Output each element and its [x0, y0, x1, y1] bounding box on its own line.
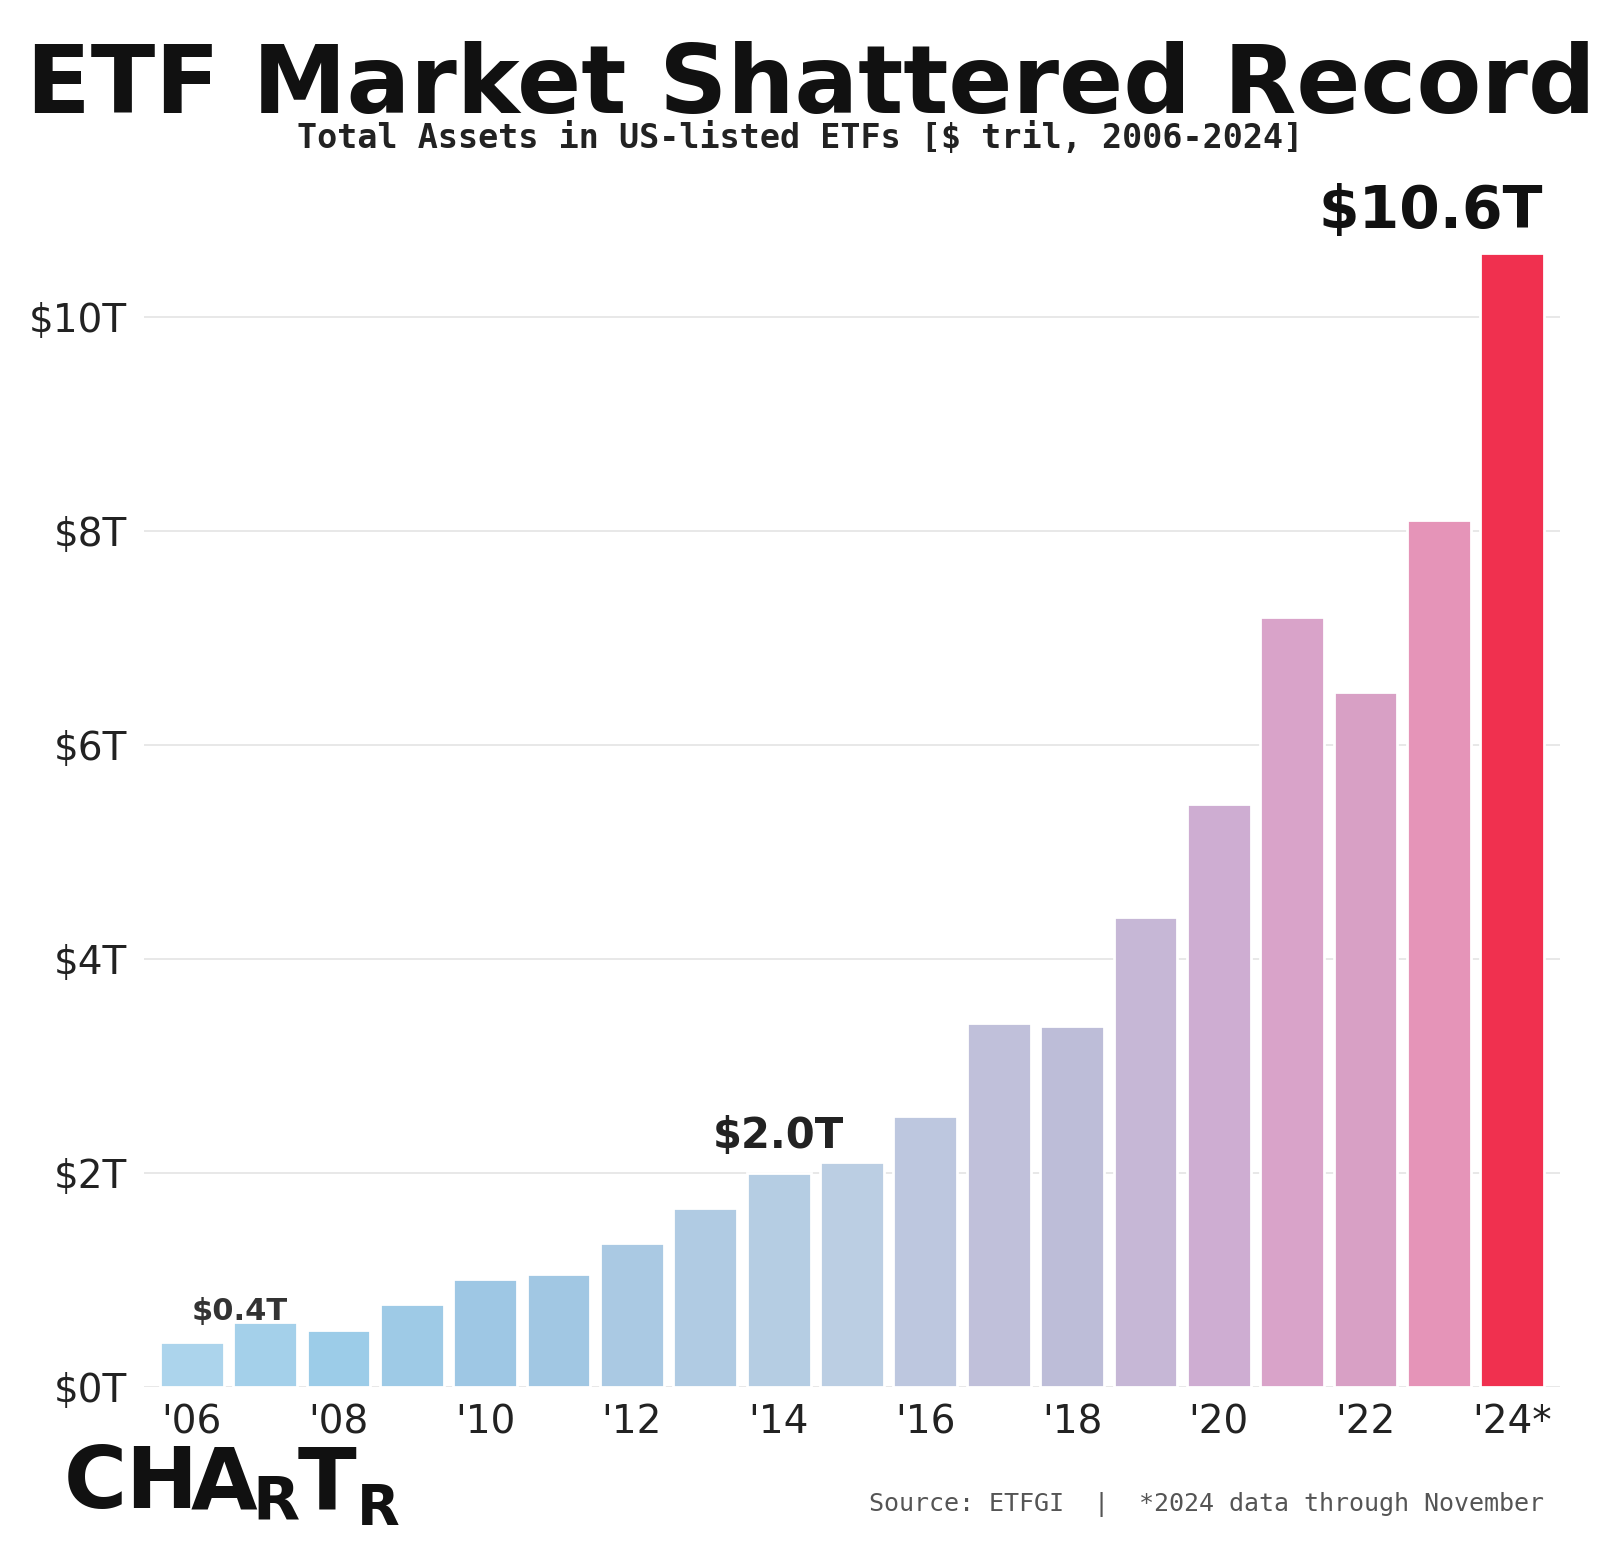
Bar: [1261, 617, 1325, 1387]
Text: Source: ETFGI  |  *2024 data through November: Source: ETFGI | *2024 data through Novem…: [869, 1492, 1544, 1517]
Text: R: R: [253, 1473, 299, 1533]
Bar: [747, 1172, 811, 1387]
Text: Total Assets in US-listed ETFs [$ tril, 2006-2024]: Total Assets in US-listed ETFs [$ tril, …: [298, 122, 1302, 155]
Text: $0.4T: $0.4T: [192, 1297, 288, 1326]
Text: A: A: [190, 1443, 258, 1526]
Bar: [1406, 520, 1470, 1387]
Bar: [453, 1279, 517, 1387]
Bar: [1187, 804, 1251, 1387]
Text: T: T: [298, 1443, 357, 1526]
Bar: [1480, 252, 1544, 1387]
Bar: [1114, 917, 1178, 1387]
Text: $10.6T: $10.6T: [1318, 183, 1542, 240]
Bar: [966, 1023, 1030, 1387]
Bar: [1334, 691, 1397, 1387]
Bar: [893, 1116, 957, 1387]
Bar: [379, 1304, 443, 1387]
Text: H: H: [125, 1443, 197, 1526]
Bar: [1040, 1026, 1104, 1387]
Text: The US ETF Market Shattered Records In '24: The US ETF Market Shattered Records In '…: [0, 41, 1600, 133]
Bar: [600, 1244, 664, 1387]
Bar: [234, 1321, 298, 1387]
Text: C: C: [64, 1443, 128, 1526]
Bar: [160, 1341, 224, 1387]
Bar: [821, 1163, 883, 1387]
Bar: [526, 1274, 590, 1387]
Text: R: R: [357, 1482, 400, 1536]
Text: $2.0T: $2.0T: [714, 1114, 845, 1156]
Bar: [307, 1330, 370, 1387]
Bar: [674, 1208, 738, 1387]
